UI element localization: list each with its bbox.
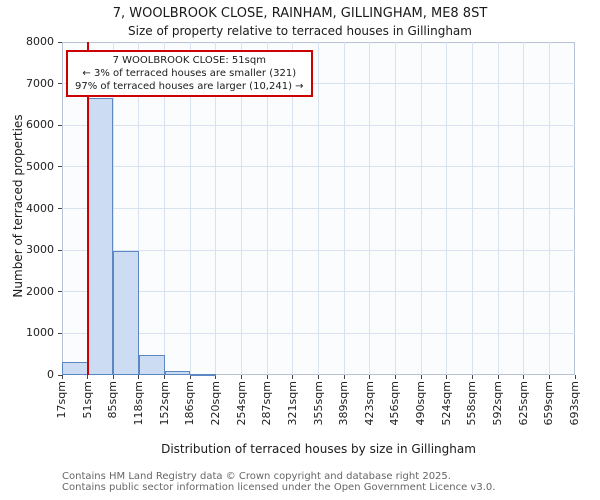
y-tick-mark xyxy=(58,41,62,43)
x-tick-label-text: 456sqm xyxy=(388,381,402,426)
histogram-bar xyxy=(138,354,165,375)
histogram-bar xyxy=(164,370,191,375)
page-title: 7, WOOLBROOK CLOSE, RAINHAM, GILLINGHAM,… xyxy=(112,6,488,21)
x-tick-mark xyxy=(420,375,422,379)
x-tick-label-text: 524sqm xyxy=(439,381,453,426)
gridline-vertical xyxy=(138,42,140,375)
gridline-vertical xyxy=(394,42,396,375)
y-tick-label: 2000 xyxy=(26,284,54,298)
x-tick-mark xyxy=(215,375,217,379)
x-tick-label-text: 220sqm xyxy=(208,381,222,426)
x-tick-mark xyxy=(471,375,473,379)
gridline-vertical xyxy=(112,42,114,375)
y-tick-mark xyxy=(58,374,62,376)
x-tick-label-text: 625sqm xyxy=(516,381,530,426)
gridline-vertical xyxy=(497,42,499,375)
x-tick-mark xyxy=(318,375,319,379)
gridline-vertical xyxy=(241,42,243,375)
gridline-vertical xyxy=(343,42,345,375)
x-tick-label-text: 355sqm xyxy=(311,381,325,426)
x-tick-label-text: 693sqm xyxy=(568,381,581,426)
y-tick-label: 8000 xyxy=(26,35,54,48)
y-tick-label: 4000 xyxy=(26,201,54,215)
x-tick-label-text: 423sqm xyxy=(362,381,376,426)
y-tick-label: 0 xyxy=(47,368,54,381)
x-tick-label-text: 118sqm xyxy=(131,381,145,426)
x-tick-mark xyxy=(497,375,499,379)
x-tick-label-text: 659sqm xyxy=(542,381,556,426)
gridline-vertical xyxy=(164,42,166,375)
gridline-vertical xyxy=(266,42,268,375)
y-tick-mark xyxy=(58,124,62,126)
y-tick-label: 1000 xyxy=(26,326,54,340)
x-tick-mark xyxy=(87,375,89,379)
x-tick-label-text: 186sqm xyxy=(183,381,197,426)
x-tick-label-text: 321sqm xyxy=(285,381,299,426)
x-tick-mark xyxy=(266,375,268,379)
y-tick-mark xyxy=(58,83,62,85)
gridline-vertical xyxy=(471,42,473,375)
gridline-vertical xyxy=(215,42,217,375)
x-tick-label-text: 254sqm xyxy=(234,381,248,426)
x-tick-mark xyxy=(189,375,191,379)
y-tick-mark xyxy=(58,249,62,251)
x-tick-label-text: 85sqm xyxy=(106,381,120,419)
annotation-line-1: 7 WOOLBROOK CLOSE: 51sqm xyxy=(112,55,266,66)
x-tick-mark xyxy=(138,375,140,379)
gridline-vertical xyxy=(548,42,550,375)
property-marker-line xyxy=(86,42,89,375)
y-tick-label: 6000 xyxy=(26,118,54,132)
y-tick-mark xyxy=(58,332,62,334)
annotation-box: 7 WOOLBROOK CLOSE: 51sqm ← 3% of terrace… xyxy=(66,50,313,97)
y-tick-label: 7000 xyxy=(26,76,54,90)
annotation-line-3: 97% of terraced houses are larger (10,24… xyxy=(75,81,304,92)
x-tick-mark xyxy=(548,375,550,379)
y-tick-mark xyxy=(58,166,62,168)
histogram-bar xyxy=(87,98,114,375)
gridline-vertical xyxy=(420,42,422,375)
x-tick-mark xyxy=(574,375,576,379)
histogram-bar xyxy=(190,373,216,376)
gridline-vertical xyxy=(369,42,371,375)
x-tick-label-text: 389sqm xyxy=(337,381,351,426)
y-tick-mark xyxy=(58,291,62,293)
x-tick-mark xyxy=(523,375,525,379)
x-tick-label-text: 558sqm xyxy=(465,381,479,426)
x-tick-mark xyxy=(292,375,294,379)
gridline-vertical xyxy=(189,42,191,375)
gridline-vertical xyxy=(318,42,319,375)
page-subtitle: Size of property relative to terraced ho… xyxy=(128,24,472,38)
footer-attribution-1: Contains HM Land Registry data © Crown c… xyxy=(62,471,451,482)
x-tick-mark xyxy=(112,375,114,379)
histogram-bar xyxy=(62,361,88,375)
x-axis-title: Distribution of terraced houses by size … xyxy=(161,442,476,456)
x-tick-mark xyxy=(446,375,448,379)
gridline-vertical xyxy=(523,42,525,375)
histogram-bar xyxy=(113,250,139,375)
x-tick-label-text: 51sqm xyxy=(80,381,94,419)
x-tick-label-text: 152sqm xyxy=(157,381,171,426)
x-tick-label-text: 17sqm xyxy=(55,381,68,419)
x-tick-mark xyxy=(394,375,396,379)
y-tick-mark xyxy=(58,208,62,209)
y-tick-label: 3000 xyxy=(26,243,54,257)
x-tick-mark xyxy=(164,375,166,379)
y-tick-label: 5000 xyxy=(26,159,54,173)
x-tick-mark xyxy=(61,375,63,379)
x-tick-label-text: 490sqm xyxy=(414,381,428,426)
x-tick-mark xyxy=(241,375,243,379)
x-tick-label-text: 287sqm xyxy=(260,381,274,426)
annotation-line-2: ← 3% of terraced houses are smaller (321… xyxy=(82,68,297,79)
x-tick-mark xyxy=(343,375,345,379)
footer-attribution-2: Contains public sector information licen… xyxy=(62,482,496,493)
x-tick-label-text: 592sqm xyxy=(491,381,505,426)
gridline-vertical xyxy=(446,42,448,375)
gridline-vertical xyxy=(292,42,294,375)
x-tick-mark xyxy=(369,375,371,379)
